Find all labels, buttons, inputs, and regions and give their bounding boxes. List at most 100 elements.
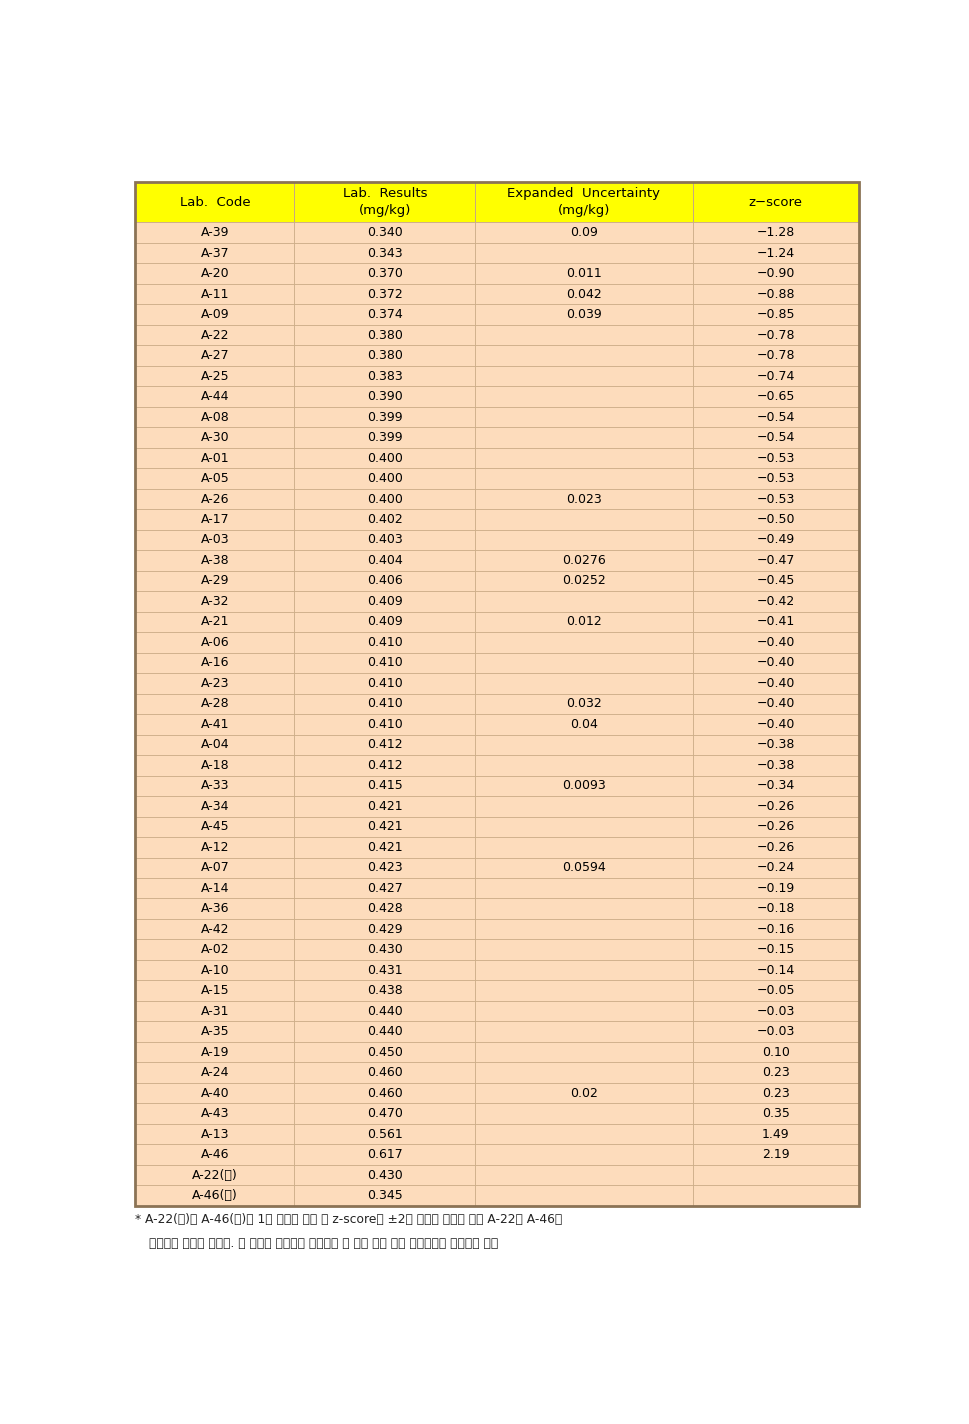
Bar	[475, 182, 692, 222]
Text: A-40: A-40	[201, 1087, 229, 1099]
Bar	[475, 1185, 692, 1206]
Bar	[692, 488, 859, 510]
Bar	[692, 755, 859, 776]
Text: −0.18: −0.18	[756, 903, 795, 916]
Bar	[295, 591, 475, 612]
Bar	[295, 1185, 475, 1206]
Bar	[135, 1042, 295, 1062]
Bar	[475, 530, 692, 550]
Text: 0.409: 0.409	[366, 615, 402, 628]
Bar	[692, 510, 859, 530]
Text: 0.460: 0.460	[366, 1067, 402, 1079]
Bar	[475, 325, 692, 346]
Bar	[135, 222, 295, 244]
Text: A-05: A-05	[201, 471, 229, 486]
Bar	[135, 755, 295, 776]
Bar	[295, 447, 475, 468]
Bar	[692, 940, 859, 960]
Bar	[295, 263, 475, 283]
Text: 0.390: 0.390	[366, 390, 402, 403]
Text: A-25: A-25	[201, 370, 229, 383]
Bar	[295, 530, 475, 550]
Bar	[692, 283, 859, 305]
Bar	[692, 1082, 859, 1104]
Bar	[692, 879, 859, 899]
Bar	[692, 182, 859, 222]
Bar	[135, 960, 295, 980]
Text: A-43: A-43	[201, 1106, 229, 1121]
Text: −0.40: −0.40	[756, 718, 795, 731]
Bar	[475, 1082, 692, 1104]
Text: Expanded  Uncertainty
(mg/kg): Expanded Uncertainty (mg/kg)	[507, 188, 660, 218]
Bar	[475, 837, 692, 857]
Bar	[135, 182, 295, 222]
Bar	[475, 386, 692, 407]
Bar	[475, 652, 692, 674]
Text: −0.26: −0.26	[756, 820, 795, 833]
Text: 0.409: 0.409	[366, 595, 402, 608]
Text: 0.427: 0.427	[366, 881, 402, 894]
Text: A-17: A-17	[201, 513, 229, 525]
Bar	[295, 1145, 475, 1165]
Bar	[692, 346, 859, 366]
Bar	[135, 1001, 295, 1021]
Text: A-29: A-29	[201, 574, 229, 588]
Text: 0.372: 0.372	[366, 288, 402, 300]
Text: −0.54: −0.54	[756, 431, 795, 444]
Bar	[135, 776, 295, 796]
Text: 0.35: 0.35	[761, 1106, 789, 1121]
Text: A-46(재): A-46(재)	[192, 1189, 237, 1202]
Text: −0.53: −0.53	[756, 451, 795, 464]
Text: 0.410: 0.410	[366, 637, 402, 649]
Text: 0.412: 0.412	[366, 759, 402, 772]
Bar	[295, 632, 475, 652]
Text: A-34: A-34	[201, 800, 229, 813]
Bar	[475, 857, 692, 879]
Bar	[135, 550, 295, 571]
Bar	[295, 346, 475, 366]
Bar	[295, 510, 475, 530]
Bar	[135, 591, 295, 612]
Bar	[295, 1021, 475, 1042]
Bar	[135, 1062, 295, 1082]
Bar	[135, 346, 295, 366]
Text: 0.023: 0.023	[566, 493, 601, 506]
Text: A-09: A-09	[201, 308, 229, 322]
Text: A-36: A-36	[201, 903, 229, 916]
Bar	[475, 510, 692, 530]
Bar	[692, 1062, 859, 1082]
Bar	[295, 796, 475, 816]
Bar	[135, 980, 295, 1001]
Text: −0.50: −0.50	[756, 513, 795, 525]
Bar	[475, 980, 692, 1001]
Text: 0.23: 0.23	[761, 1087, 789, 1099]
Bar	[475, 1001, 692, 1021]
Text: 0.440: 0.440	[366, 1025, 402, 1038]
Text: 0.470: 0.470	[366, 1106, 402, 1121]
Bar	[135, 447, 295, 468]
Bar	[295, 857, 475, 879]
Bar	[692, 612, 859, 632]
Bar	[295, 1001, 475, 1021]
Bar	[475, 1145, 692, 1165]
Text: A-11: A-11	[201, 288, 229, 300]
Text: A-42: A-42	[201, 923, 229, 936]
Text: 0.431: 0.431	[366, 964, 402, 977]
Text: 0.0093: 0.0093	[561, 779, 606, 792]
Text: z−score: z−score	[748, 197, 802, 209]
Bar	[475, 1165, 692, 1185]
Bar	[692, 857, 859, 879]
Text: −0.38: −0.38	[756, 759, 795, 772]
Text: 0.012: 0.012	[566, 615, 601, 628]
Text: A-14: A-14	[201, 881, 229, 894]
Text: 0.438: 0.438	[366, 984, 402, 997]
Bar	[475, 1124, 692, 1145]
Bar	[295, 386, 475, 407]
Bar	[135, 1124, 295, 1145]
Text: 0.410: 0.410	[366, 676, 402, 689]
Text: A-21: A-21	[201, 615, 229, 628]
Text: 0.039: 0.039	[566, 308, 601, 322]
Text: −0.90: −0.90	[756, 268, 795, 281]
Text: −1.28: −1.28	[756, 226, 795, 239]
Bar	[295, 1124, 475, 1145]
